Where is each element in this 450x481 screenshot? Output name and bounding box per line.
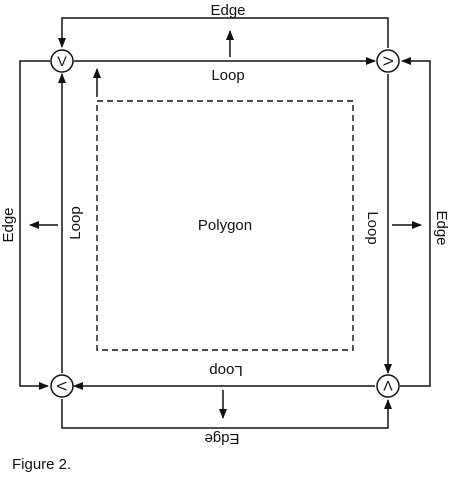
figure-caption: Figure 2. (12, 456, 72, 473)
svg-text:V: V (383, 378, 393, 394)
polygon-label: Polygon (198, 217, 252, 234)
orientation-arrows (29, 30, 422, 419)
vertex-bottom-right: V (376, 374, 400, 398)
polygon-region (96, 100, 354, 351)
svg-text:V: V (380, 56, 396, 66)
topology-diagram: Polygon V V V V Edge Edge Edge (0, 2, 450, 447)
edge-label-top: Edge (210, 2, 245, 19)
edge-label-right: Edge (433, 210, 450, 245)
svg-text:V: V (54, 381, 70, 391)
edge (19, 17, 431, 429)
vertex-top-right: V (376, 49, 400, 73)
vertex-bottom-left: V (50, 374, 74, 398)
loop-label-bottom: Loop (209, 362, 242, 379)
loop-label-right: Loop (364, 211, 381, 244)
loop-label-left: Loop (67, 206, 84, 239)
vertex-top-left: V (50, 49, 74, 73)
edge-label-left: Edge (0, 207, 17, 242)
loop-label-top: Loop (211, 67, 244, 84)
loop (58, 57, 392, 390)
edge-label-bottom: Edge (204, 430, 239, 447)
svg-text:V: V (57, 53, 67, 69)
